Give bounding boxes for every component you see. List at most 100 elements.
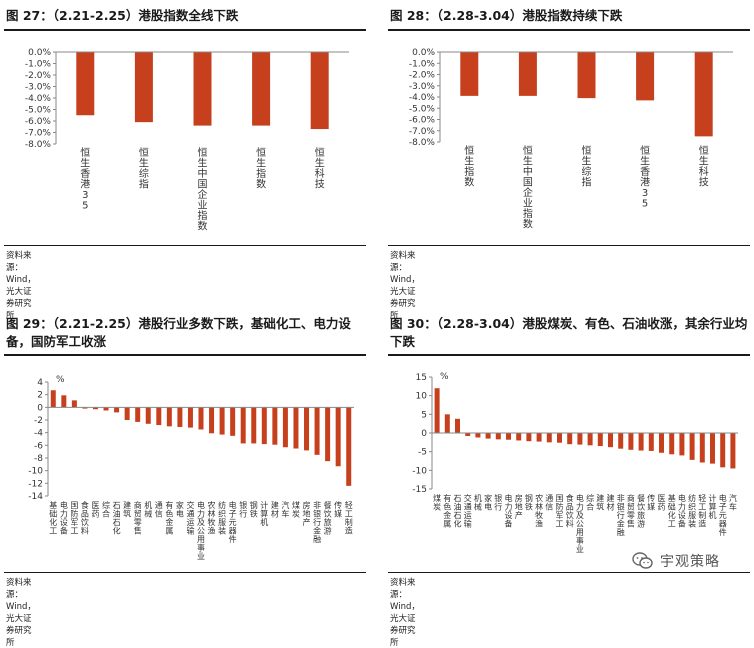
x-tick-label: 通信	[545, 493, 553, 512]
chart-30: 151050-5-10-15%煤炭有色金属石油石化交通运输机械家电银行电力设备房…	[412, 372, 738, 554]
x-tick-label: 汽车	[729, 493, 737, 512]
y-tick-label: -8.0%	[25, 140, 52, 150]
bar-19	[618, 433, 624, 449]
chart-27: 0.0% -1.0%-2.0% -3.0%-4.0% -5.0%-6.0% -7.0%-…	[25, 48, 349, 233]
bar-7	[114, 407, 120, 413]
x-tick-label: 恒生科技	[315, 146, 325, 191]
bar-2	[134, 52, 153, 123]
bar-5	[92, 407, 98, 410]
chart-29: 4 2 0 -2 -4 -6 -8 -10 -12 -14% 基础化工电力设备国防军工食品饮料医药综…	[28, 375, 354, 561]
bar-15	[577, 433, 583, 445]
y-tick-label: 4	[37, 378, 43, 388]
x-tick-label: 煤炭	[433, 493, 441, 512]
y-tick-label: -12	[28, 479, 43, 489]
bar-29	[720, 433, 726, 468]
x-tick-label: 轻工制造	[698, 493, 706, 529]
source-note-29: 资料来源：Wind，光大证券研究所	[6, 578, 36, 648]
bar-17	[219, 407, 225, 435]
x-tick-label: 综合	[586, 493, 594, 512]
bar-13	[557, 433, 562, 443]
y-tick-label: 0	[421, 429, 427, 439]
y-tick-label: -10	[28, 467, 43, 477]
bar-23	[659, 433, 664, 453]
x-tick-label: 计算机	[260, 500, 268, 527]
x-tick-label: 传媒	[334, 500, 342, 519]
title-rule-30	[388, 354, 750, 356]
y-tick-label: -2.0%	[409, 71, 436, 81]
y-tick-label: 2	[37, 391, 43, 401]
y-tick-label: -1.0%	[409, 59, 436, 69]
y-tick-label: 5	[421, 410, 427, 420]
bar-9	[516, 433, 522, 441]
bar-18	[608, 433, 613, 448]
y-tick-label: -2	[34, 416, 43, 426]
x-tick-label: 石油石化	[454, 494, 462, 529]
bar-14	[567, 433, 573, 445]
x-tick-label: 传媒	[647, 493, 655, 512]
x-tick-label: 恒生香港 3 5	[640, 144, 650, 210]
bar-17	[597, 433, 603, 447]
y-tick-label: 0.0%	[28, 48, 51, 58]
bar-22	[272, 407, 278, 445]
bar-1	[460, 52, 479, 96]
bar-1	[434, 388, 440, 433]
x-tick-label: 医药	[658, 494, 666, 512]
y-tick-label: -6	[34, 441, 43, 451]
title-rule-29	[4, 354, 366, 356]
chart-title-28: 图 28：（2.28-3.04）港股指数持续下跌	[390, 8, 623, 23]
x-tick-label: 恒生香港 3 5	[80, 146, 90, 212]
x-tick-label: 商贸零售	[134, 500, 142, 536]
x-tick-label: 交通运输	[186, 500, 194, 536]
bar-18	[230, 407, 236, 436]
y-tick-label: -8.0%	[409, 138, 436, 148]
bar-1	[76, 52, 95, 116]
x-tick-label: 国防军工	[556, 494, 564, 529]
bar-20	[251, 407, 257, 444]
bar-24	[669, 433, 675, 455]
x-tick-label: 食品饮料	[566, 493, 574, 529]
y-tick-label: -6.0%	[409, 116, 436, 126]
bar-20	[628, 433, 634, 450]
chart-title-29: 图 29：（2.21-2.25）港股行业多数下跌，基础化工、电力设备，国防军工收…	[6, 316, 351, 349]
bar-4	[82, 407, 88, 409]
x-tick-label: 家电	[484, 493, 492, 512]
chart-28: 0.0%-1.0% -2.0%-3.0%-4.0%-5.0% -6.0%-7.0%-…	[409, 48, 733, 231]
bar-25	[679, 433, 685, 456]
x-tick-label: 农林牧渔	[535, 493, 543, 529]
y-tick-label: -6.0%	[25, 117, 52, 127]
x-tick-label: 农林牧渔	[208, 500, 216, 536]
source-note-28: 资料来源：Wind，光大证券研究所	[390, 251, 420, 321]
bar-3	[455, 418, 460, 433]
x-tick-label: 建材	[271, 500, 279, 519]
chart-title-27: 图 27：（2.21-2.25）港股指数全线下跌	[6, 8, 239, 23]
x-tick-label: 国防军工	[70, 501, 78, 536]
bar-28	[335, 407, 341, 467]
bar-12	[546, 433, 552, 443]
y-tick-label: -2.0%	[25, 71, 52, 81]
x-tick-label: 有色金属	[165, 500, 173, 536]
x-tick-label: 综合	[102, 500, 110, 519]
y-tick-label: 0.0%	[412, 48, 435, 58]
bar-3	[193, 52, 212, 126]
x-tick-label: 非银行金融	[617, 493, 625, 537]
x-tick-label: 钢铁	[525, 493, 533, 512]
x-tick-label: 电子元器件	[229, 500, 237, 544]
bar-24	[293, 407, 299, 449]
chart-title-30: 图 30：（2.28-3.04）港股煤炭、有色、石油收涨，其余行业均下跌	[390, 316, 748, 349]
bar-2	[444, 414, 450, 433]
x-tick-label: 电力及公用事业	[197, 500, 205, 561]
bar-12	[166, 407, 172, 427]
x-tick-label: 通信	[155, 500, 163, 519]
x-tick-label: 餐饮旅游	[637, 494, 645, 529]
bar-1	[50, 390, 56, 408]
bar-3	[577, 52, 596, 99]
y-tick-label: 10	[416, 392, 428, 402]
y-tick-label: -7.0%	[409, 127, 436, 137]
bar-8	[124, 407, 130, 420]
bar-2	[61, 395, 67, 408]
bar-21	[638, 433, 644, 451]
bar-30	[730, 433, 736, 469]
y-tick-label: -8	[34, 454, 43, 464]
bar-16	[587, 433, 593, 446]
bar-5	[475, 433, 481, 438]
